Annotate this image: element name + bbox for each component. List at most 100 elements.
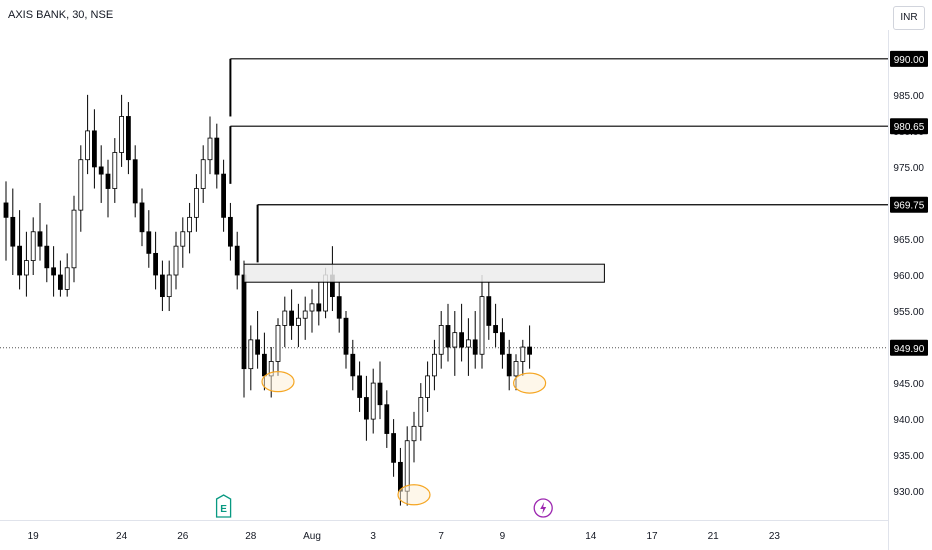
price-label-box: [890, 118, 928, 135]
candle-body: [411, 425, 417, 442]
candle-body: [384, 404, 390, 434]
candle-body: [445, 325, 451, 348]
candle-body: [357, 375, 363, 398]
price-label: 990.00: [894, 55, 925, 66]
candle-body: [51, 267, 56, 276]
candle-body: [92, 130, 97, 168]
candle-body: [44, 245, 50, 269]
candle-body: [139, 202, 145, 233]
earnings-badge-label: E: [220, 504, 227, 515]
candle-body: [397, 461, 403, 492]
candle-body: [309, 303, 315, 312]
y-tick-label: 955.00: [893, 307, 924, 318]
candle-body: [71, 209, 77, 269]
candle-body: [527, 346, 532, 355]
candle-body: [193, 188, 199, 218]
candle-body: [58, 274, 63, 290]
candle-body: [241, 274, 247, 370]
y-tick-label: 960.00: [893, 271, 924, 282]
candle-body: [30, 231, 36, 261]
candle-body: [64, 267, 70, 290]
candle-body: [207, 137, 213, 161]
candle-body: [465, 339, 471, 348]
candle-body: [506, 353, 512, 377]
candle-body: [214, 137, 220, 175]
candle-body: [289, 310, 295, 326]
earnings-badge[interactable]: [215, 494, 232, 518]
swing-low-marker[interactable]: [397, 484, 431, 506]
candle-body: [3, 202, 9, 218]
candle-body: [17, 245, 23, 276]
candle-body: [234, 245, 240, 276]
candle-body: [316, 303, 322, 312]
candle-body: [513, 361, 519, 377]
candle-body: [221, 173, 227, 218]
candle-body: [173, 245, 179, 276]
x-tick-label: 19: [28, 531, 40, 542]
y-tick-label: 945.00: [893, 379, 924, 390]
swing-low-marker[interactable]: [261, 371, 295, 393]
candle-body: [370, 382, 376, 420]
candle-body: [119, 116, 124, 153]
candle-body: [187, 216, 193, 233]
candle-body: [431, 353, 437, 377]
candle-body: [112, 152, 118, 189]
candle-body: [452, 332, 458, 348]
candle-body: [78, 159, 84, 211]
x-tick-label: 23: [769, 531, 781, 542]
candle-body: [336, 296, 342, 319]
candle-body: [472, 339, 478, 355]
x-tick-label: 26: [177, 531, 189, 542]
candle-body: [23, 260, 29, 276]
zone-rectangle[interactable]: [243, 263, 605, 283]
candle-body: [391, 433, 397, 463]
x-tick-label: 17: [646, 531, 658, 542]
candle-body: [499, 332, 505, 355]
x-tick-label: 14: [585, 531, 597, 542]
candle-body: [153, 252, 159, 276]
candle-body: [459, 332, 465, 348]
candle-body: [255, 339, 261, 355]
candle-body: [105, 173, 111, 189]
candle-body: [343, 317, 349, 355]
candle-body: [159, 274, 165, 298]
price-label: 980.65: [894, 122, 925, 133]
price-label-box: [890, 50, 928, 67]
candle-body: [98, 166, 104, 175]
candle-body: [261, 353, 267, 377]
y-tick-label: 940.00: [893, 415, 924, 426]
price-label-box: [890, 339, 928, 356]
candle-body: [479, 296, 485, 355]
candle-body: [418, 397, 424, 427]
candle-body: [126, 116, 131, 161]
currency-selector[interactable]: INR: [893, 6, 925, 30]
candle-body: [363, 397, 369, 420]
y-tick-label: 975.00: [893, 163, 924, 174]
price-label: 949.90: [894, 344, 925, 355]
x-tick-label: 21: [708, 531, 720, 542]
price-label-box: [890, 196, 928, 213]
candle-body: [282, 310, 288, 326]
candle-body: [295, 317, 301, 326]
candle-body: [180, 231, 186, 247]
x-tick-label: 7: [438, 531, 444, 542]
candle-body: [248, 339, 254, 370]
candle-body: [425, 375, 431, 398]
swing-low-marker[interactable]: [512, 372, 547, 394]
candle-body: [486, 296, 492, 326]
y-tick-label: 930.00: [893, 487, 924, 498]
candle-body: [132, 159, 138, 204]
candle-body: [520, 346, 526, 362]
chart-title: AXIS BANK, 30, NSE: [8, 9, 114, 21]
candle-body: [493, 325, 499, 334]
candle-body: [227, 216, 233, 247]
lightning-icon: [540, 502, 547, 514]
y-tick-label: 935.00: [893, 451, 924, 462]
candle-body: [377, 382, 383, 406]
candle-body: [37, 231, 43, 247]
x-tick-label: Aug: [303, 531, 321, 542]
y-tick-label: 985.00: [893, 91, 924, 102]
y-tick-label: 965.00: [893, 235, 924, 246]
candle-body: [275, 325, 281, 362]
